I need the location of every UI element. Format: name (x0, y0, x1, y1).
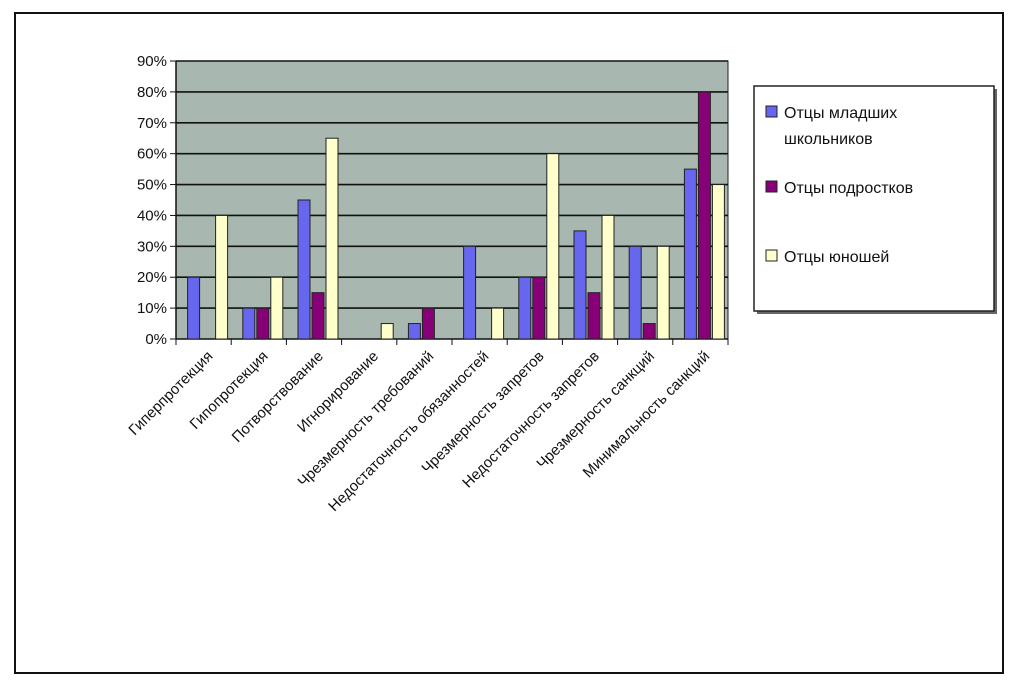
bar (573, 230, 587, 340)
legend-label: школьников (784, 131, 873, 148)
y-tick-label: 0% (145, 331, 167, 348)
legend (753, 85, 995, 312)
bar (601, 214, 615, 340)
bar (256, 307, 270, 340)
bar (242, 307, 256, 340)
bar (463, 245, 477, 340)
legend-label: Отцы младших (784, 105, 897, 122)
y-tick-label: 80% (137, 84, 167, 101)
y-tick-label: 20% (137, 269, 167, 286)
bar (546, 153, 560, 340)
bar (421, 307, 435, 340)
bar (380, 323, 394, 340)
bar (532, 276, 546, 340)
bar (297, 199, 311, 340)
category-label: Потворствование (229, 348, 327, 446)
legend-label: Отцы подростков (784, 180, 913, 197)
bar (642, 323, 656, 340)
plot-area (175, 60, 729, 340)
y-tick-label: 50% (137, 177, 167, 194)
y-tick-label: 90% (137, 53, 167, 70)
bar-chart: 0%10%20%30%40%50%60%70%80%90%Гиперпротек… (125, 53, 997, 515)
bar (407, 323, 421, 340)
bar (270, 276, 284, 340)
chart-frame: 0% 10% 20% 30% 40% 50% 60% 70% 80% 90% Гиперпротек… (14, 12, 1004, 674)
bar (187, 276, 201, 340)
bar (656, 245, 670, 340)
bar (697, 91, 711, 340)
bar (683, 168, 697, 340)
bar (325, 137, 339, 340)
bar (628, 245, 642, 340)
legend-swatch (765, 249, 778, 262)
bar (711, 184, 725, 340)
y-tick-label: 40% (137, 207, 167, 224)
y-tick-label: 60% (137, 146, 167, 163)
bar (518, 276, 532, 340)
bar (215, 214, 229, 340)
bar (491, 307, 505, 340)
legend-label: Отцы юношей (784, 249, 889, 266)
y-tick-label: 10% (137, 300, 167, 317)
bar (311, 292, 325, 340)
y-tick-label: 30% (137, 238, 167, 255)
y-tick-label: 70% (137, 115, 167, 132)
legend-swatch (765, 105, 778, 118)
legend-swatch (765, 180, 778, 193)
bar (587, 292, 601, 340)
